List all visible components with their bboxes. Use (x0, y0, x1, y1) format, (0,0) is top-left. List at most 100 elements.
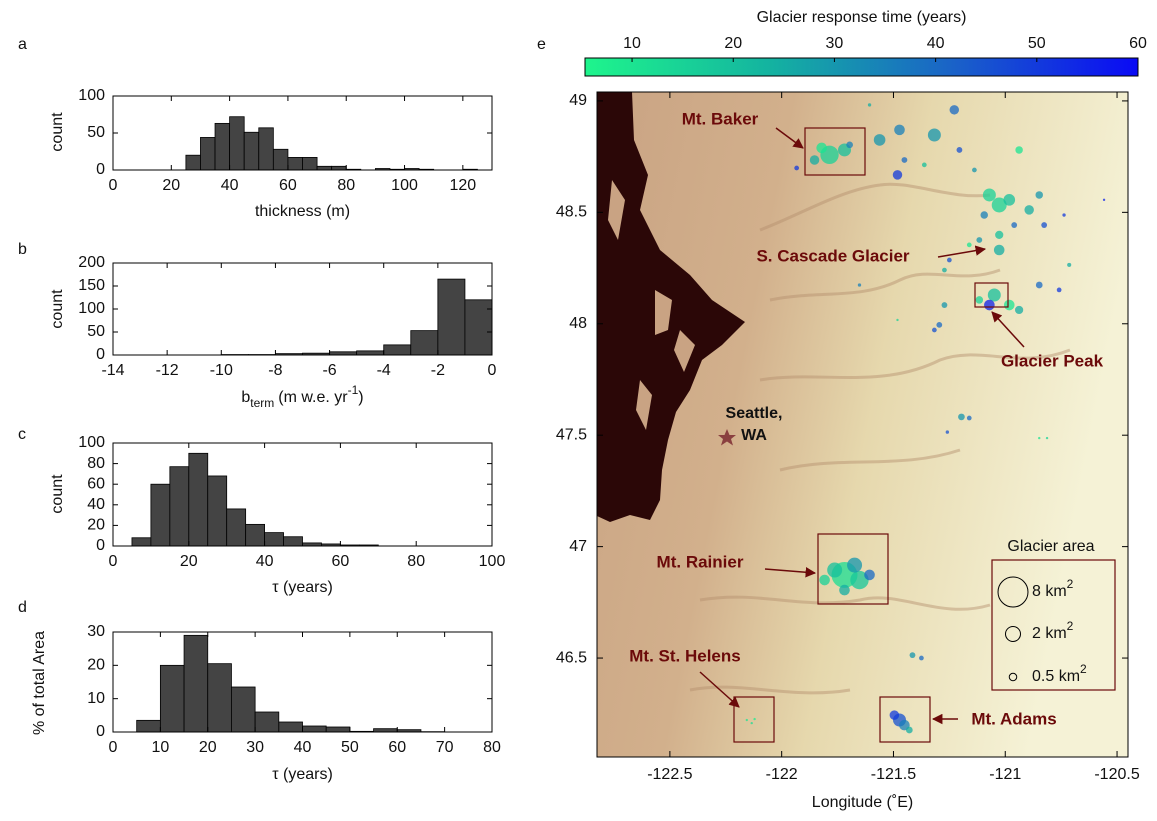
glacier-point (810, 155, 819, 164)
y-tick-label: 150 (78, 277, 105, 294)
y-axis-label: count (49, 474, 66, 514)
bar (303, 726, 327, 732)
x-tick-label: 20 (162, 177, 180, 194)
bar (215, 123, 230, 170)
label-part: (m w.e. yr (278, 389, 348, 406)
bar (230, 117, 245, 170)
glacier-point (932, 328, 937, 333)
x-tick-label: -121 (989, 766, 1021, 783)
y-tick-label: 49 (569, 92, 587, 109)
bar (384, 345, 411, 355)
colorbar-tick-label: 30 (826, 35, 844, 52)
glacier-point (906, 727, 913, 734)
x-tick-label: -10 (210, 362, 233, 379)
bar (137, 720, 161, 732)
figure: 020406080100120050100countthickness (m)a… (0, 0, 1157, 821)
x-tick-label: 120 (449, 177, 476, 194)
glacier-point (936, 322, 942, 328)
glacier-point (894, 125, 905, 136)
bar (208, 476, 227, 546)
x-tick-label: 20 (180, 553, 198, 570)
panel-letter: b (18, 241, 27, 258)
panel-letter: a (18, 36, 27, 53)
annotation-label: Mt. Rainier (657, 552, 744, 571)
bar (189, 453, 208, 546)
x-tick-label: 60 (388, 739, 406, 756)
y-tick-label: 80 (87, 455, 105, 472)
x-tick-label: 10 (151, 739, 169, 756)
colorbar-tick-label: 20 (724, 35, 742, 52)
bar (200, 137, 215, 170)
bar (332, 166, 347, 170)
x-tick-label: -120.5 (1094, 766, 1139, 783)
glacier-point (1003, 194, 1015, 206)
glacier-point (957, 147, 963, 153)
glacier-point (1067, 263, 1071, 267)
glacier-point (890, 710, 899, 719)
x-tick-label: 80 (407, 553, 425, 570)
x-axis-label: τ (years) (272, 766, 333, 783)
glacier-point (893, 170, 902, 179)
bar (132, 538, 151, 546)
annotation-label: Glacier Peak (1001, 351, 1104, 370)
y-tick-label: 30 (87, 623, 105, 640)
glacier-point (984, 300, 995, 311)
glacier-point (902, 157, 908, 163)
glacier-point (1103, 199, 1105, 201)
label-subscript: term (250, 396, 274, 410)
y-tick-label: 100 (78, 87, 105, 104)
x-tick-label: 70 (436, 739, 454, 756)
glacier-point (819, 575, 830, 586)
x-tick-label: -122 (766, 766, 798, 783)
glacier-point (864, 570, 875, 581)
label-superscript: -1 (348, 383, 359, 397)
bar (231, 687, 255, 732)
x-tick-label: -122.5 (647, 766, 692, 783)
x-tick-label: -14 (101, 362, 124, 379)
glacier-point (976, 296, 983, 303)
y-tick-label: 0 (96, 346, 105, 363)
x-tick-label: 0 (488, 362, 497, 379)
label-part: b (241, 389, 250, 406)
glacier-point (942, 268, 947, 273)
annotation-label: S. Cascade Glacier (756, 246, 909, 265)
label-part: 0.5 km (1032, 668, 1080, 685)
y-tick-label: 10 (87, 690, 105, 707)
glacier-point (858, 283, 861, 286)
glacier-point (847, 558, 862, 573)
colorbar-tick-label: 60 (1129, 35, 1147, 52)
glacier-point (928, 129, 941, 142)
glacier-point (1057, 288, 1062, 293)
glacier-point (751, 722, 753, 724)
glacier-point (827, 563, 842, 578)
x-tick-label: 0 (109, 739, 118, 756)
bar (246, 524, 265, 546)
x-tick-label: 40 (294, 739, 312, 756)
glacier-point (846, 141, 853, 148)
y-tick-label: 0 (96, 723, 105, 740)
glacier-point (1015, 146, 1022, 153)
glacier-point (967, 243, 972, 248)
y-tick-label: 100 (78, 300, 105, 317)
label-superscript: 2 (1067, 619, 1074, 633)
glacier-point (816, 143, 827, 154)
label-superscript: 2 (1080, 662, 1087, 676)
x-tick-label: 0 (109, 177, 118, 194)
glacier-point (942, 302, 948, 308)
colorbar (585, 58, 1138, 76)
bar (326, 727, 350, 732)
x-tick-label: 80 (337, 177, 355, 194)
y-tick-label: 60 (87, 475, 105, 492)
y-tick-label: 47.5 (556, 426, 587, 443)
glacier-point (1004, 300, 1015, 311)
bar (170, 467, 189, 546)
glacier-point (753, 718, 755, 720)
bar (208, 664, 232, 732)
glacier-point (746, 719, 748, 721)
size-legend-title: Glacier area (1007, 538, 1094, 555)
glacier-point (794, 166, 799, 171)
x-tick-label: 0 (109, 553, 118, 570)
annotation-label: Mt. St. Helens (629, 646, 740, 665)
glacier-point (995, 231, 1003, 239)
label-part: 2 km (1032, 625, 1067, 642)
